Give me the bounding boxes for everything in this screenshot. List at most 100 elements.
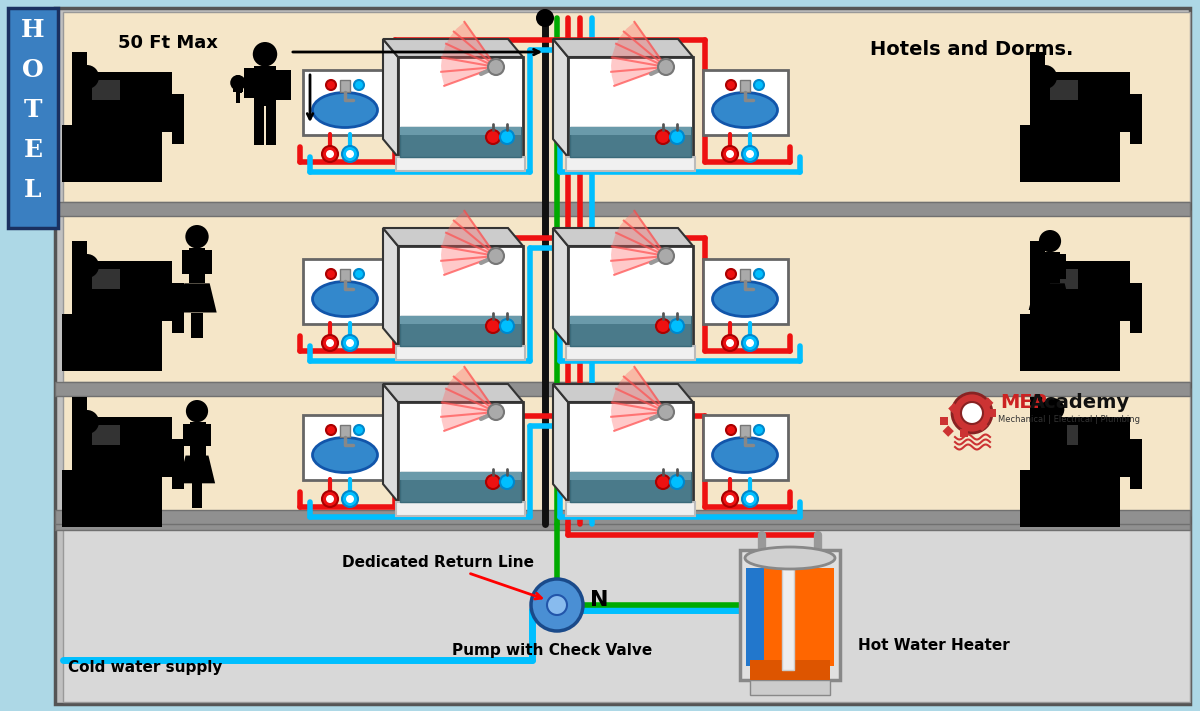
Circle shape [500,130,514,144]
Bar [1110,470,1120,527]
Circle shape [346,495,354,503]
Bar [302,259,388,324]
Text: Hotels and Dorms.: Hotels and Dorms. [870,40,1073,59]
Bar [740,80,750,92]
Bar [1030,241,1045,321]
Bar [340,269,350,281]
Polygon shape [553,39,694,57]
Bar [1048,483,1055,508]
Polygon shape [383,384,523,402]
Polygon shape [553,228,568,346]
Circle shape [670,130,684,144]
Bar [152,314,162,371]
Ellipse shape [312,437,378,473]
Bar [396,346,526,360]
Text: H: H [22,18,44,42]
Circle shape [670,475,684,489]
Ellipse shape [745,547,835,569]
Polygon shape [553,384,694,402]
Circle shape [536,9,554,27]
Bar [1030,314,1110,339]
Bar [1020,470,1030,527]
Text: L: L [24,178,42,202]
Circle shape [186,400,208,422]
Bar [746,568,764,666]
Circle shape [230,75,246,90]
Circle shape [952,393,992,433]
Bar [1030,52,1045,132]
Bar [1034,255,1042,279]
Bar [302,70,388,135]
Bar [1044,310,1051,338]
Bar [740,269,750,281]
Bar [1130,283,1142,333]
Bar [1050,80,1078,100]
Bar [400,127,521,135]
Bar [72,241,88,321]
Bar [396,157,526,171]
Text: 50 Ft Max: 50 Ft Max [118,34,218,52]
Polygon shape [178,283,217,313]
Bar [1030,417,1130,477]
Bar [197,313,203,338]
Bar [240,85,242,92]
Bar [1020,314,1030,371]
Bar [740,550,840,680]
Bar [566,346,695,360]
Bar [190,248,205,283]
Bar [72,336,152,371]
Text: T: T [24,98,42,122]
Circle shape [530,579,583,631]
Bar [62,470,72,527]
Bar [1030,470,1110,495]
Bar [1058,255,1066,279]
Bar [55,382,1190,396]
Bar [400,127,521,157]
Circle shape [354,269,364,279]
Text: MEP: MEP [1000,393,1046,412]
Circle shape [342,335,358,351]
Bar [92,80,120,100]
Bar [1110,125,1120,182]
Bar [245,68,254,98]
Polygon shape [1028,283,1072,310]
Text: Academy: Academy [1030,393,1130,412]
Circle shape [1033,65,1057,89]
Bar [192,483,198,508]
Polygon shape [442,367,496,431]
Bar [566,157,695,171]
Bar [1020,125,1030,182]
Circle shape [670,319,684,333]
Bar [64,524,1190,702]
Bar [340,80,350,92]
Circle shape [722,146,738,162]
Circle shape [322,335,338,351]
Circle shape [326,425,336,435]
Polygon shape [383,228,398,346]
Bar [276,70,290,100]
Polygon shape [179,456,215,483]
Circle shape [658,59,674,75]
Ellipse shape [713,92,778,127]
Text: N: N [589,590,608,610]
Bar [190,422,205,456]
Bar [400,316,521,346]
Circle shape [726,150,734,158]
Bar [266,105,276,144]
Bar [1039,422,1046,445]
Text: E: E [24,138,42,162]
Bar [1060,422,1067,445]
Bar [1046,421,1062,454]
Circle shape [746,495,754,503]
Circle shape [722,491,738,507]
Circle shape [488,59,504,75]
Circle shape [754,425,764,435]
Bar [55,510,1190,524]
Bar [570,472,691,502]
Circle shape [326,80,336,90]
Bar [8,8,58,228]
Circle shape [322,491,338,507]
Bar [182,250,190,274]
Circle shape [500,475,514,489]
Circle shape [547,595,568,615]
